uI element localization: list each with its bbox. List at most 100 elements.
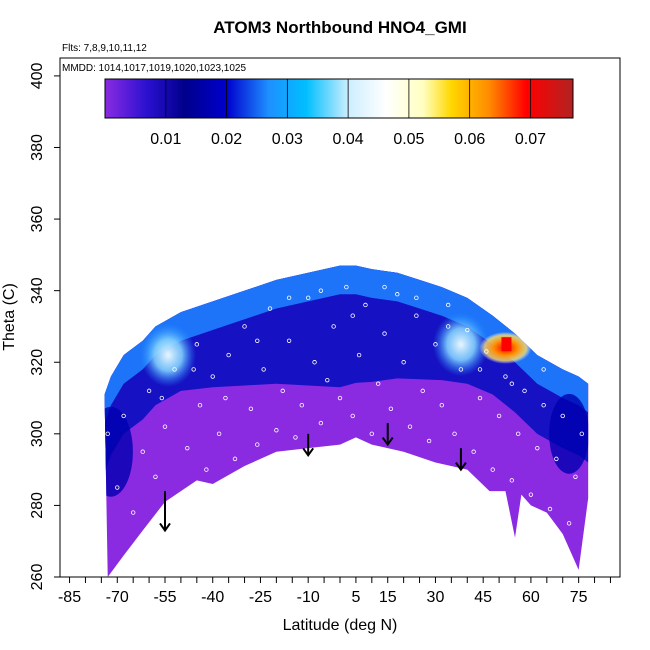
x-tick-label: -70 [106, 589, 129, 606]
sample-point [388, 406, 394, 411]
sample-point [509, 478, 515, 483]
y-tick-label: 380 [29, 134, 46, 161]
x-tick-label: 45 [474, 589, 492, 606]
sample-point [305, 295, 311, 301]
sample-point [105, 431, 110, 437]
sample-point [363, 302, 368, 308]
sample-point [579, 431, 585, 437]
sample-point [223, 395, 228, 401]
south-flank [104, 406, 133, 497]
colorbar-tick-label: 0.01 [150, 131, 181, 148]
sample-point [509, 381, 515, 386]
x-tick-label: 5 [351, 589, 360, 606]
sample-point [445, 324, 451, 329]
sample-point [350, 313, 355, 318]
arrow-head [159, 522, 171, 533]
sample-point [433, 342, 438, 347]
sample-point [255, 442, 260, 447]
sample-point [477, 367, 483, 372]
sample-point [210, 374, 215, 379]
x-tick-label: -55 [153, 589, 176, 606]
sample-point [280, 388, 285, 394]
colorbar-ticks: 0.01 0.02 0.03 0.04 0.05 0.06 0.07 [150, 79, 546, 148]
sample-point [375, 381, 381, 386]
sample-point [299, 402, 305, 408]
sample-point [445, 302, 451, 308]
sample-point [130, 510, 136, 515]
x-tick-label: 15 [379, 589, 397, 606]
sample-point [248, 406, 254, 411]
sample-point [159, 395, 165, 401]
chart-title: ATOM3 Northbound HNO4_GMI [213, 18, 467, 37]
north-flank [549, 393, 589, 474]
sample-point [325, 377, 330, 383]
sample-point [197, 402, 203, 408]
dates-label: MMDD: 1014,1017,1019,1020,1023,1025 [62, 63, 247, 74]
sample-point [178, 492, 184, 497]
sample-point [528, 492, 534, 497]
sample-point [286, 295, 292, 301]
sample-point [331, 324, 336, 329]
sample-point [140, 449, 145, 454]
x-tick-label: -85 [58, 589, 81, 606]
colorbar-tick-label: 0.04 [333, 131, 364, 148]
sample-point [318, 420, 324, 426]
sample-point [194, 342, 200, 347]
sample-point [395, 292, 400, 297]
x-tick-label: 75 [570, 589, 588, 606]
x-tick-label: -25 [249, 589, 272, 606]
x-tick-label: -40 [201, 589, 224, 606]
sample-point [172, 367, 177, 372]
sample-point [153, 474, 158, 479]
colorbar-tick-label: 0.07 [515, 131, 546, 148]
sample-point [318, 288, 324, 293]
sample-point [522, 388, 527, 394]
y-tick-label: 340 [29, 277, 46, 304]
sample-point [414, 295, 419, 301]
y-axis-label: Theta (C) [1, 283, 18, 351]
sample-point [560, 413, 565, 419]
sample-point [356, 352, 362, 358]
y-tick-label: 400 [29, 62, 46, 89]
sample-point [261, 367, 266, 372]
y-tick-label: 280 [29, 492, 46, 519]
colorbar-tick-label: 0.05 [393, 131, 424, 148]
hno4-maximum-core [501, 337, 512, 352]
sample-point [312, 360, 317, 365]
arrow-head [302, 447, 314, 458]
colorbar-gradient [104, 78, 574, 119]
sample-point [226, 352, 231, 358]
sample-point [573, 474, 578, 479]
sample-point [369, 431, 375, 437]
x-axis-label: Latitude (deg N) [283, 617, 398, 634]
sample-point [547, 506, 553, 512]
sample-point [344, 284, 349, 290]
sample-point [255, 338, 260, 343]
sample-point [490, 467, 495, 472]
sample-point [274, 428, 279, 433]
sample-point [191, 367, 196, 372]
sample-point [382, 284, 387, 290]
sample-point [337, 395, 343, 401]
sample-point [146, 388, 152, 394]
sample-point [420, 388, 425, 394]
sample-point [535, 445, 540, 451]
light-blue-maximum-south [140, 323, 197, 388]
sample-point [162, 424, 168, 429]
y-tick-label: 320 [29, 349, 46, 376]
sample-point [401, 360, 406, 365]
sample-point [232, 456, 238, 462]
sample-point [541, 367, 546, 372]
flights-label: Flts: 7,8,9,10,11,12 [62, 43, 147, 54]
sample-point [541, 402, 546, 408]
sample-point [426, 438, 432, 444]
sample-point [465, 327, 470, 333]
arrow-head [455, 462, 467, 472]
colorbar: 0.01 0.02 0.03 0.04 0.05 0.06 0.07 [104, 78, 574, 148]
sample-point [115, 485, 120, 490]
arrow-head [381, 436, 394, 447]
sample-point [439, 402, 445, 408]
sample-point [484, 349, 489, 354]
